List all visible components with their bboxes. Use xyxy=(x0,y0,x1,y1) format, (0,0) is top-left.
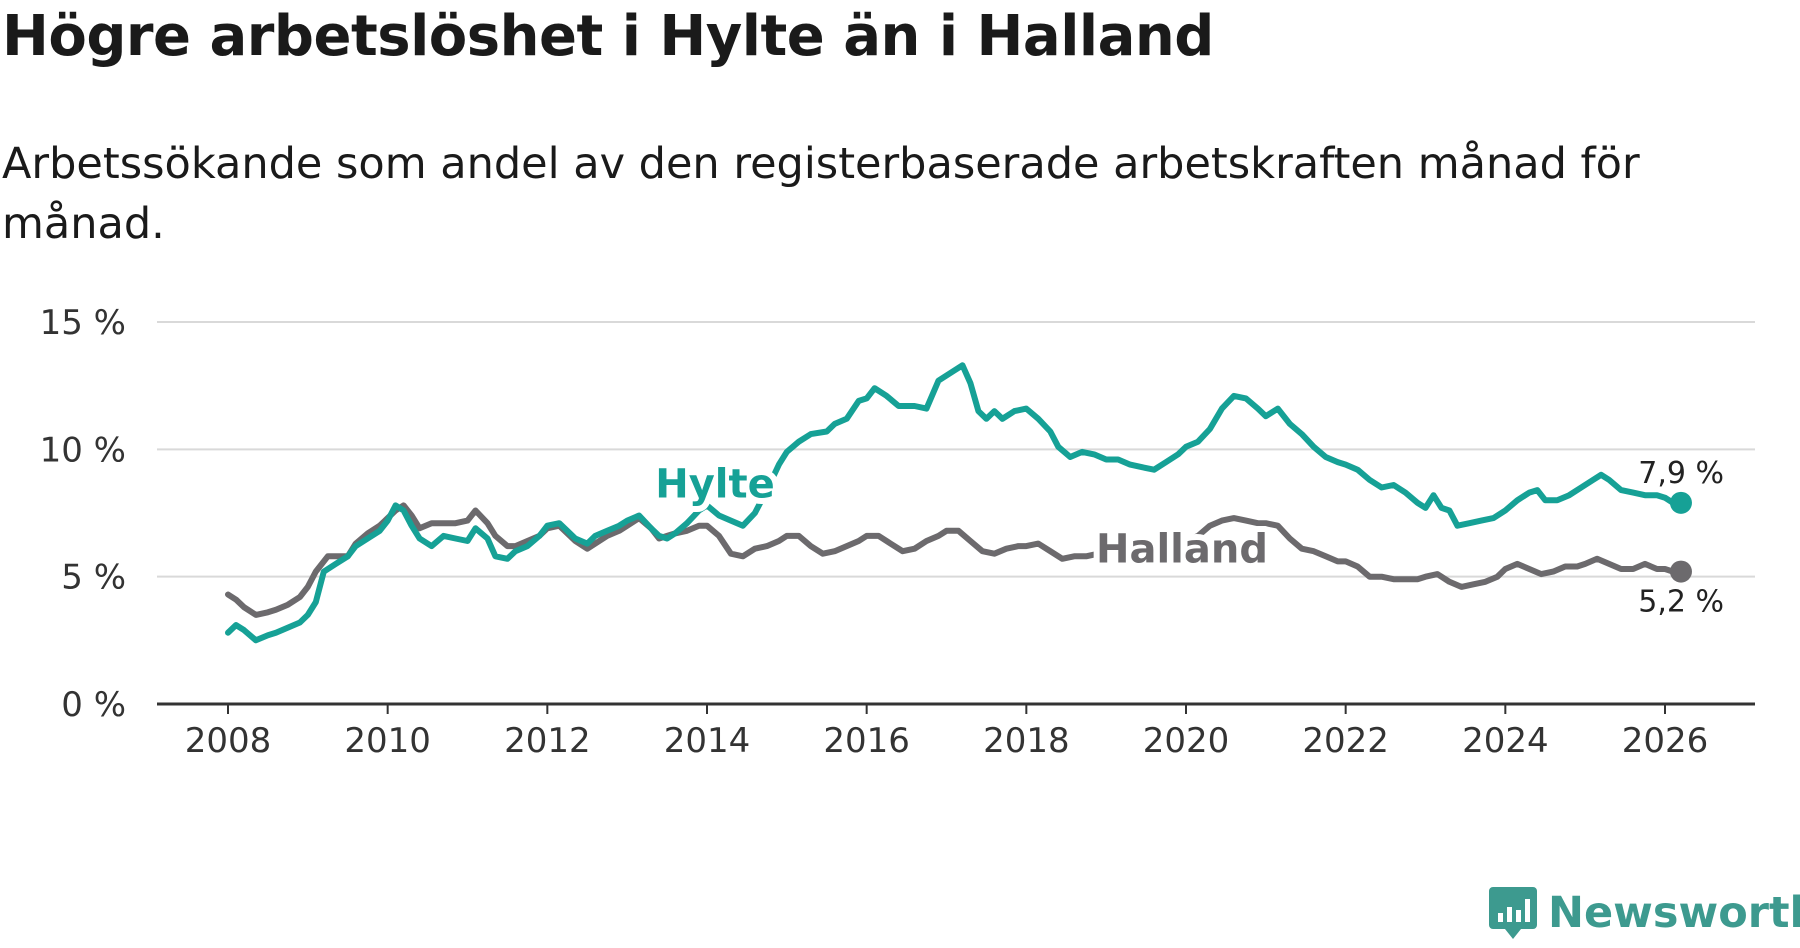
x-tick-label-2024: 2024 xyxy=(1462,721,1549,761)
y-tick-labels: 0 % 5 % 10 % 15 % xyxy=(40,303,126,725)
bar-chart-badge-icon xyxy=(1489,887,1537,939)
y-tick-label-5: 5 % xyxy=(61,558,126,598)
series-lines xyxy=(225,362,1692,644)
series-label-halland: Halland xyxy=(1096,527,1268,573)
x-tick-labels: 2008 2010 2012 2014 2016 2018 2020 2022 2024 2026 xyxy=(185,721,1709,761)
x-tick-label-2016: 2016 xyxy=(823,721,910,761)
series-line-hylte xyxy=(225,362,1684,644)
end-label-hylte: 7,9 % xyxy=(1638,456,1724,491)
end-point-halland xyxy=(1669,560,1692,583)
newsworthy-logo: Newsworthy xyxy=(1488,885,1800,941)
end-label-halland: 5,2 % xyxy=(1638,585,1724,620)
x-tick-label-2018: 2018 xyxy=(983,721,1070,761)
chart-subtitle: Arbetssökande som andel av den registerb… xyxy=(2,139,1640,249)
y-tick-label-0: 0 % xyxy=(61,685,126,725)
x-tick-label-2020: 2020 xyxy=(1143,721,1230,761)
x-tick-label-2010: 2010 xyxy=(344,721,431,761)
end-point-hylte xyxy=(1669,491,1692,514)
series-label-hylte: Hylte xyxy=(655,462,775,508)
x-tick-label-2026: 2026 xyxy=(1622,721,1709,761)
gridlines xyxy=(157,321,1755,578)
y-tick-label-10: 10 % xyxy=(40,430,126,470)
x-axis xyxy=(157,702,1755,714)
series-labels: Hylte Halland 7,9 % 5,2 % xyxy=(649,456,1724,620)
x-tick-label-2008: 2008 xyxy=(185,721,272,761)
chart-title: Högre arbetslöshet i Hylte än i Halland xyxy=(2,4,1214,69)
x-tick-label-2014: 2014 xyxy=(664,721,751,761)
x-tick-label-2022: 2022 xyxy=(1302,721,1389,761)
series-line-halland xyxy=(225,502,1684,618)
x-tick-label-2012: 2012 xyxy=(504,721,591,761)
brand-name: Newsworthy xyxy=(1548,888,1800,938)
y-tick-label-15: 15 % xyxy=(40,303,126,343)
